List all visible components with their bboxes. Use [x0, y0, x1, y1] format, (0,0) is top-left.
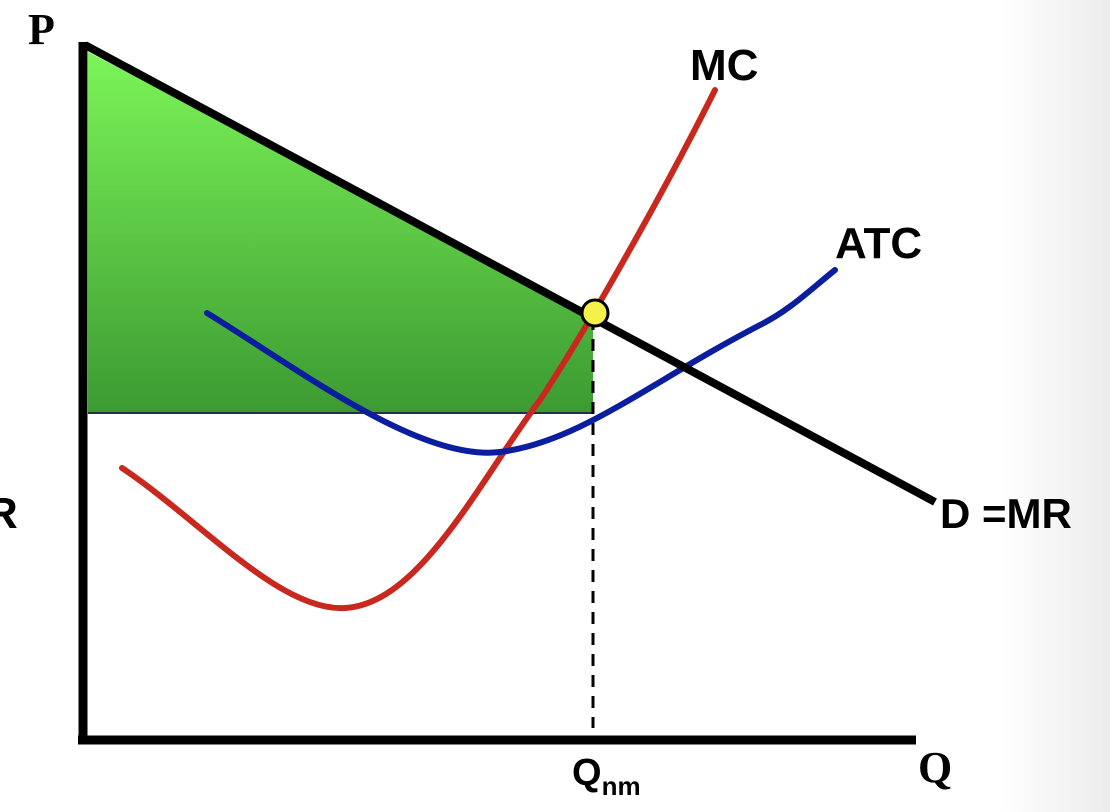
- quantity-label: Qnm: [572, 752, 641, 801]
- demand-line: [83, 41, 937, 506]
- side-strip: [1000, 0, 1110, 812]
- atc-label: ATC: [835, 219, 922, 268]
- equilibrium-point: [580, 298, 610, 328]
- profit-area: [88, 52, 593, 413]
- atc-curve: [204, 267, 838, 456]
- mc-label: MC: [690, 41, 758, 90]
- mc-curve: [119, 87, 718, 612]
- y-axis-label: P: [28, 5, 55, 54]
- x-axis-label: Q: [918, 743, 952, 792]
- demand-label: D =MR: [940, 490, 1072, 537]
- quantity-subscript: nm: [602, 771, 641, 801]
- quantity-main: Q: [572, 752, 602, 794]
- edge-text: R: [0, 489, 18, 538]
